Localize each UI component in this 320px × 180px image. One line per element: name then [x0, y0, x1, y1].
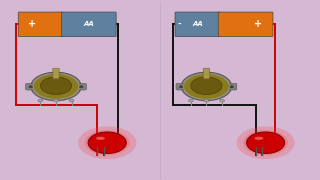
FancyBboxPatch shape — [253, 140, 268, 148]
FancyBboxPatch shape — [203, 68, 210, 79]
Circle shape — [181, 72, 232, 101]
Circle shape — [191, 77, 222, 94]
Circle shape — [184, 74, 229, 99]
Circle shape — [29, 86, 33, 88]
Text: AA: AA — [193, 21, 204, 27]
FancyBboxPatch shape — [176, 84, 186, 90]
Circle shape — [85, 130, 130, 155]
FancyBboxPatch shape — [94, 140, 109, 148]
FancyBboxPatch shape — [26, 84, 36, 90]
FancyBboxPatch shape — [175, 12, 220, 37]
FancyBboxPatch shape — [53, 68, 59, 79]
FancyBboxPatch shape — [76, 84, 86, 90]
Circle shape — [220, 99, 224, 102]
Circle shape — [188, 99, 193, 102]
Circle shape — [204, 99, 209, 102]
FancyBboxPatch shape — [227, 84, 237, 90]
Text: -: - — [177, 20, 181, 29]
Circle shape — [247, 132, 285, 153]
FancyBboxPatch shape — [18, 12, 63, 37]
Circle shape — [31, 72, 81, 101]
FancyBboxPatch shape — [61, 12, 116, 37]
Circle shape — [38, 99, 43, 102]
Circle shape — [179, 86, 183, 88]
Circle shape — [236, 126, 295, 159]
Circle shape — [243, 130, 288, 155]
Text: +: + — [28, 19, 36, 29]
Circle shape — [33, 74, 79, 99]
Circle shape — [79, 86, 83, 88]
Text: +: + — [253, 19, 262, 29]
Circle shape — [69, 99, 74, 102]
FancyBboxPatch shape — [218, 12, 273, 37]
Circle shape — [78, 126, 136, 159]
Circle shape — [54, 99, 58, 102]
Circle shape — [40, 77, 72, 94]
Text: AA: AA — [84, 21, 95, 27]
Ellipse shape — [96, 137, 105, 140]
Circle shape — [230, 86, 234, 88]
Ellipse shape — [254, 137, 263, 140]
Circle shape — [88, 132, 126, 153]
